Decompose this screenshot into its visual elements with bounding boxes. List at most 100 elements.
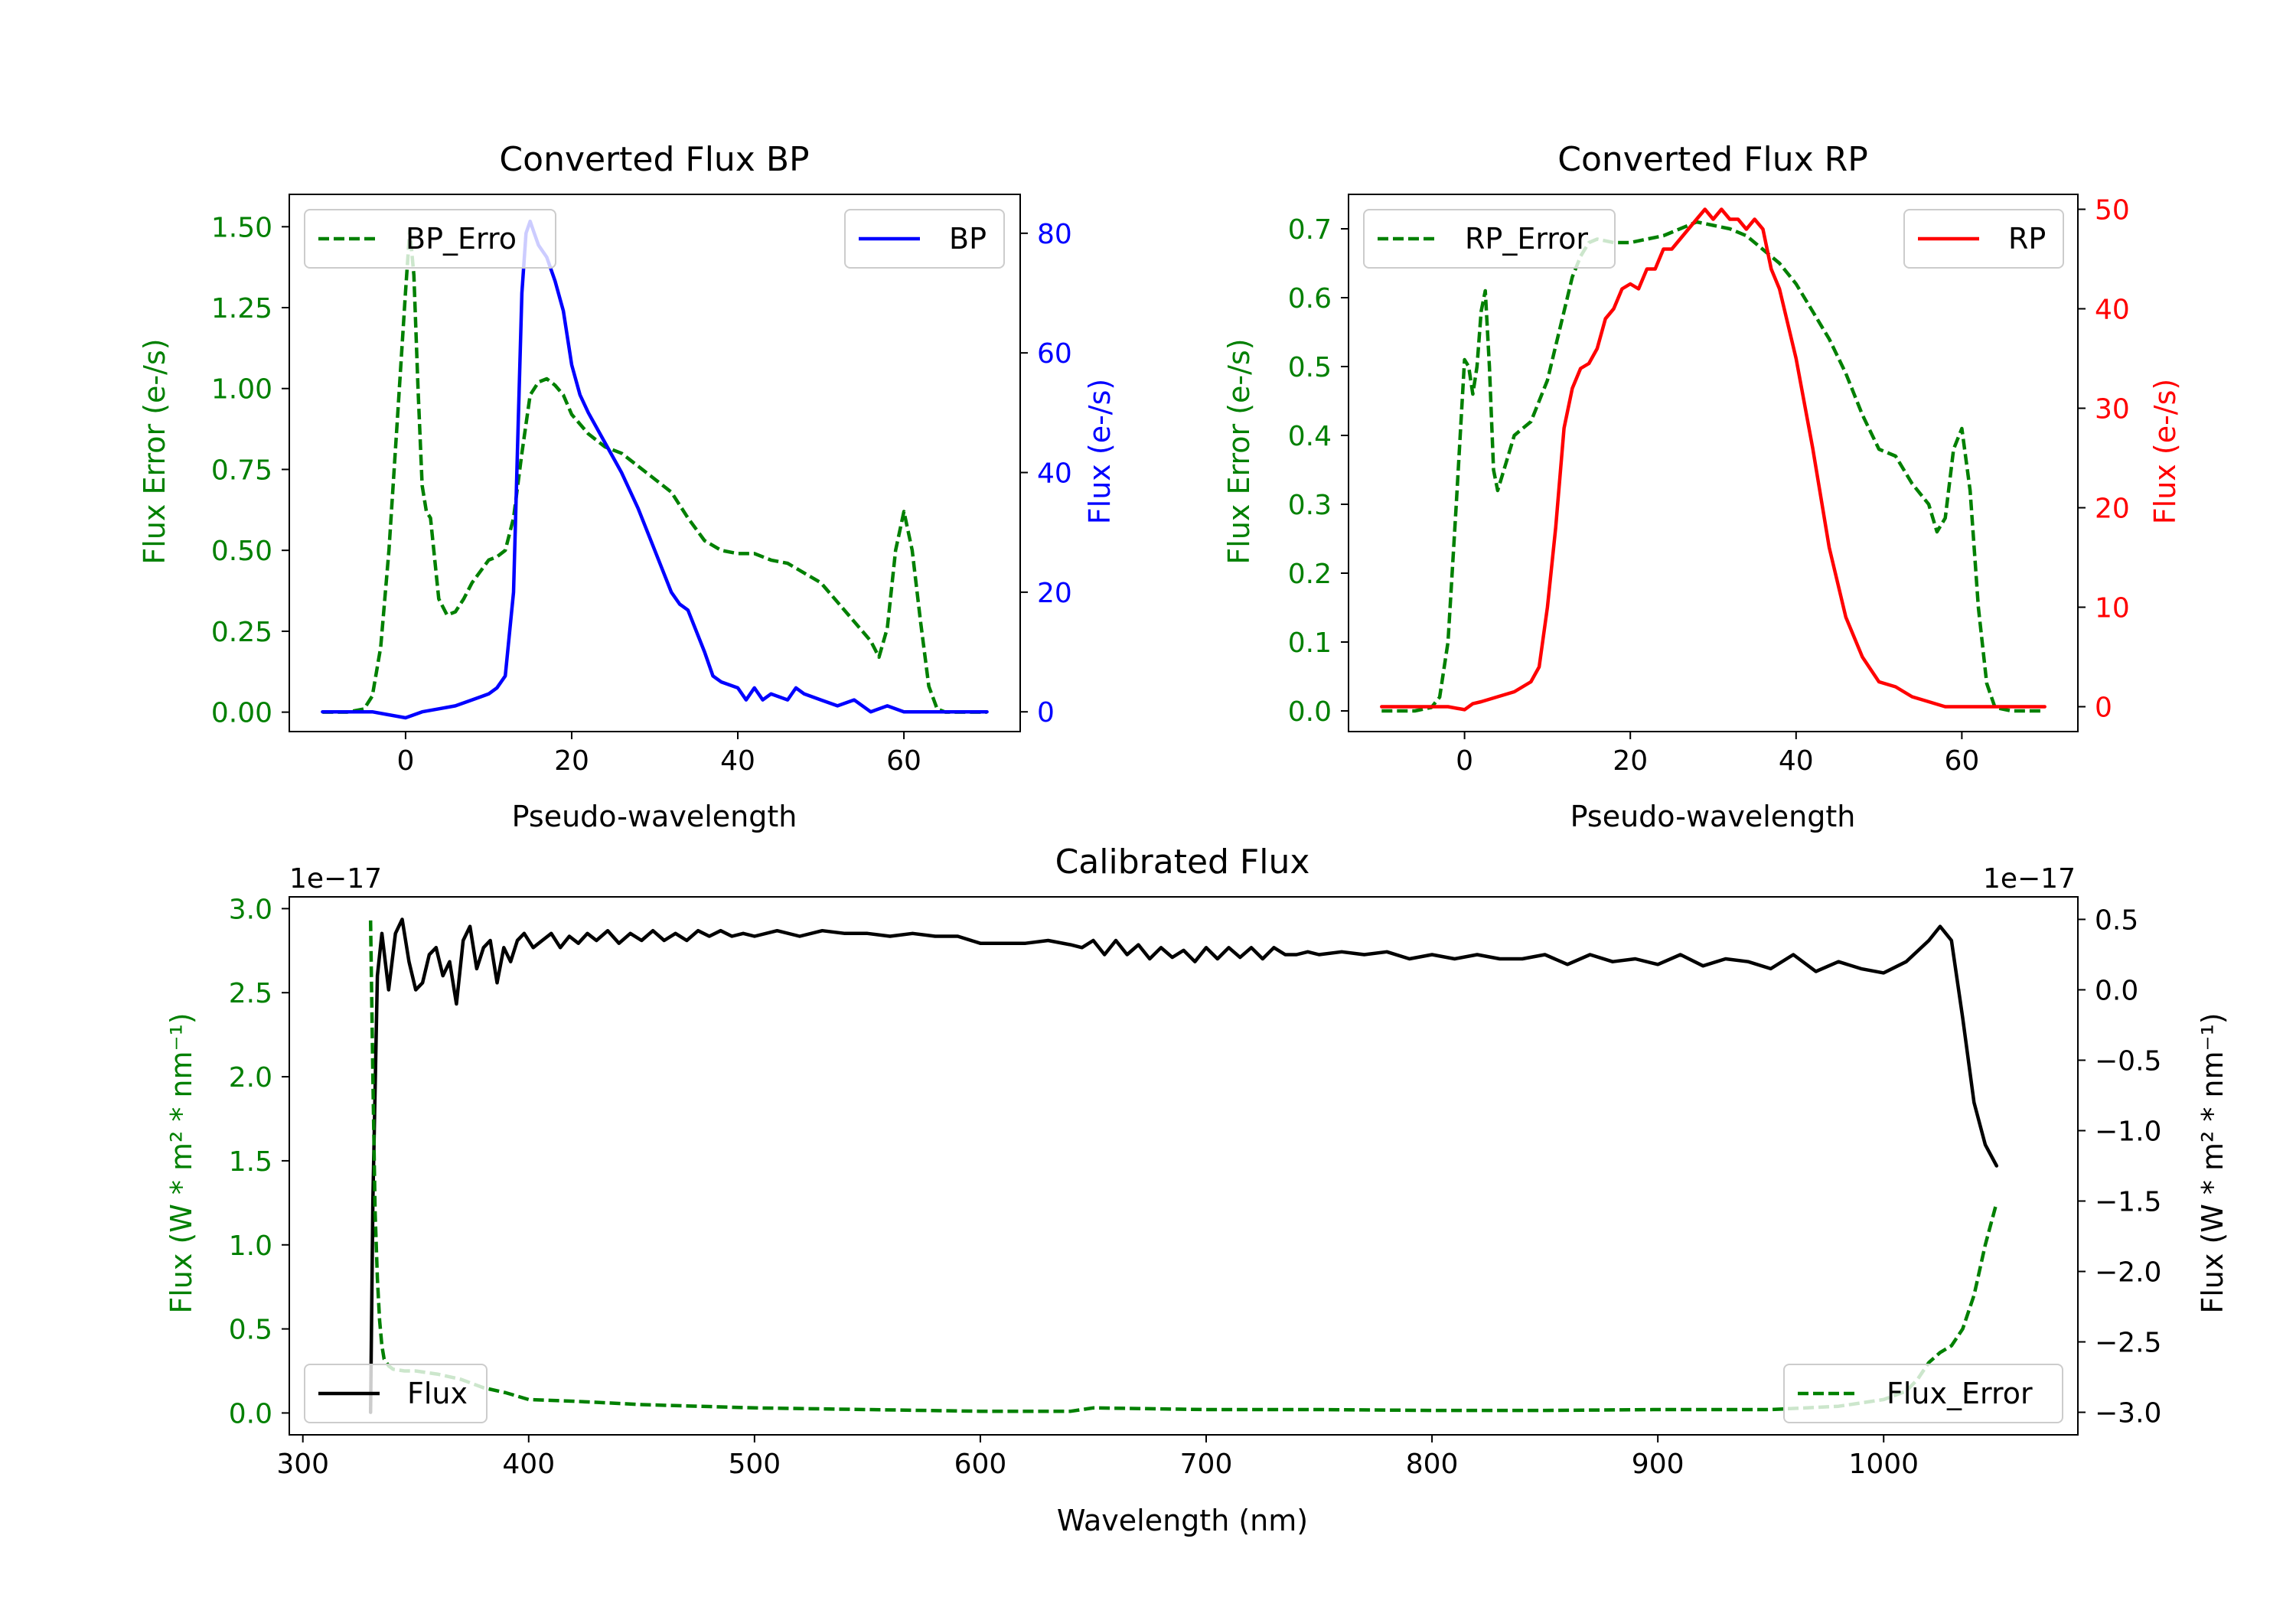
cal-xlabel: Wavelength (nm) (1057, 1504, 1308, 1537)
rp-title: Converted Flux RP (1557, 140, 1868, 179)
cal-right-tick-label: 0.0 (2095, 975, 2138, 1006)
rp-left-tick-label: 0.0 (1288, 696, 1332, 728)
cal-xtick-label: 300 (276, 1449, 329, 1480)
rp-legend-error: RP_Error (1363, 209, 1616, 269)
rp-left-tick-label: 0.6 (1288, 283, 1332, 315)
cal-right-tick-label: −1.0 (2095, 1116, 2161, 1147)
bp-left-tick-label: 1.00 (211, 374, 272, 406)
rp-ylabel-right: Flux (e-/s) (2148, 379, 2182, 524)
bp-legend-flux: BP (844, 209, 1005, 269)
bp-left-tick-label: 0.50 (211, 536, 272, 567)
rp-ylabel-left: Flux Error (e-/s) (1222, 338, 1256, 564)
cal-scale-left: 1e−17 (289, 863, 382, 895)
cal-legend-error: Flux_Error (1783, 1364, 2063, 1423)
cal-xtick-label: 900 (1632, 1449, 1684, 1480)
cal-legend-error-box (1783, 1364, 2063, 1423)
calibrated-panel: Calibrated Flux Wavelength (nm) Flux (W … (165, 843, 2229, 1537)
cal-x-ticks: 300 400 500 600 700 800 900 1000 (276, 1435, 1919, 1480)
bp-right-tick-label: 80 (1037, 219, 1072, 250)
cal-right-tick-label: 0.5 (2095, 905, 2138, 936)
cal-ylabel-left: Flux (W * m² * nm⁻¹) (165, 1012, 198, 1313)
cal-left-tick-label: 2.0 (229, 1062, 272, 1094)
rp-left-tick-label: 0.2 (1288, 559, 1332, 590)
bp-right-tick-label: 40 (1037, 458, 1072, 490)
cal-legend-error-label: Flux_Error (1887, 1377, 2033, 1410)
cal-right-ticks: 0.5 0.0 −0.5 −1.0 −1.5 −2.0 −2.5 −3.0 (2078, 905, 2161, 1429)
bp-ylabel-right: Flux (e-/s) (1083, 379, 1117, 524)
rp-xtick-label: 40 (1779, 745, 1814, 777)
bp-series-bp-error-line (322, 228, 987, 714)
bp-legend-error-box (304, 209, 556, 269)
cal-legend-flux-label: Flux (407, 1377, 468, 1410)
rp-right-ticks: 0 10 20 30 40 50 (2078, 195, 2130, 724)
rp-legend-flux: RP (1903, 209, 2064, 269)
rp-left-tick-label: 0.3 (1288, 490, 1332, 521)
cal-right-tick-label: −0.5 (2095, 1045, 2161, 1077)
cal-title: Calibrated Flux (1055, 843, 1310, 882)
bp-xtick-label: 20 (554, 745, 589, 777)
rp-panel: Converted Flux RP Pseudo-wavelength Flux… (1222, 140, 2182, 833)
rp-series-rp-line (1380, 207, 2047, 712)
cal-legend-flux-box (304, 1364, 488, 1423)
rp-right-tick-label: 40 (2095, 295, 2130, 326)
bp-left-tick-label: 0.75 (211, 455, 272, 486)
bp-right-tick-label: 0 (1037, 697, 1055, 729)
rp-legend-flux-label: RP (2008, 222, 2046, 256)
rp-series-rp-error-line (1381, 220, 2045, 713)
cal-plot-frame (289, 896, 2079, 1436)
rp-xtick-label: 60 (1944, 745, 1979, 777)
cal-xtick-label: 700 (1180, 1449, 1233, 1480)
bp-xtick-label: 60 (886, 745, 921, 777)
cal-left-tick-label: 3.0 (229, 894, 272, 925)
rp-x-ticks: 0 20 40 60 (1456, 732, 1979, 777)
bp-panel: Converted Flux BP Pseudo-wavelength Flux… (138, 140, 1117, 833)
rp-right-tick-label: 0 (2095, 693, 2112, 724)
rp-legend-error-box (1363, 209, 1616, 269)
cal-left-ticks: 0.0 0.5 1.0 1.5 2.0 2.5 3.0 (229, 894, 289, 1429)
cal-ylabel-right: Flux (W * m² * nm⁻¹) (2196, 1012, 2229, 1313)
bp-legend-flux-label: BP (949, 222, 987, 256)
cal-left-tick-label: 1.0 (229, 1231, 272, 1262)
bp-left-ticks: 0.00 0.25 0.50 0.75 1.00 1.25 1.50 (211, 212, 289, 729)
cal-series-flux-line (368, 918, 1999, 1414)
cal-right-tick-label: −3.0 (2095, 1398, 2161, 1429)
bp-series-layer (321, 219, 989, 720)
cal-xtick-label: 500 (728, 1449, 781, 1480)
rp-left-ticks: 0.0 0.1 0.2 0.3 0.4 0.5 0.6 0.7 (1288, 214, 1349, 728)
rp-right-tick-label: 10 (2095, 593, 2130, 624)
bp-left-tick-label: 0.00 (211, 698, 272, 729)
bp-series-bp-line (321, 219, 989, 720)
cal-xtick-label: 600 (954, 1449, 1007, 1480)
cal-right-tick-label: −1.5 (2095, 1187, 2161, 1218)
rp-right-tick-label: 50 (2095, 195, 2130, 227)
cal-left-tick-label: 0.5 (229, 1315, 272, 1346)
cal-xtick-label: 1000 (1848, 1449, 1919, 1480)
rp-left-tick-label: 0.7 (1288, 214, 1332, 246)
bp-xtick-label: 40 (720, 745, 755, 777)
rp-xtick-label: 0 (1456, 745, 1473, 777)
cal-legend-flux: Flux (304, 1364, 488, 1423)
cal-series-layer (368, 918, 1999, 1414)
bp-left-tick-label: 1.50 (211, 212, 272, 243)
cal-xtick-label: 400 (502, 1449, 555, 1480)
cal-left-tick-label: 1.5 (229, 1146, 272, 1178)
bp-legend-error: BP_Erro (304, 209, 556, 269)
bp-right-tick-label: 20 (1037, 578, 1072, 609)
bp-right-ticks: 0 20 40 60 80 (1020, 219, 1072, 729)
rp-right-tick-label: 20 (2095, 494, 2130, 525)
bp-xtick-label: 0 (396, 745, 414, 777)
rp-xtick-label: 20 (1613, 745, 1648, 777)
cal-right-tick-label: −2.0 (2095, 1257, 2161, 1289)
bp-plot-frame (289, 194, 1021, 732)
cal-xtick-label: 800 (1406, 1449, 1459, 1480)
bp-x-ticks: 0 20 40 60 (396, 732, 921, 777)
bp-legend-error-label: BP_Erro (406, 222, 517, 256)
rp-left-tick-label: 0.4 (1288, 421, 1332, 452)
bp-title: Converted Flux BP (499, 140, 809, 179)
rp-left-tick-label: 0.5 (1288, 352, 1332, 383)
rp-left-tick-label: 0.1 (1288, 627, 1332, 659)
cal-series-flux-error-line (368, 920, 1998, 1413)
rp-legend-flux-box (1903, 209, 2064, 269)
bp-xlabel: Pseudo-wavelength (512, 800, 797, 833)
